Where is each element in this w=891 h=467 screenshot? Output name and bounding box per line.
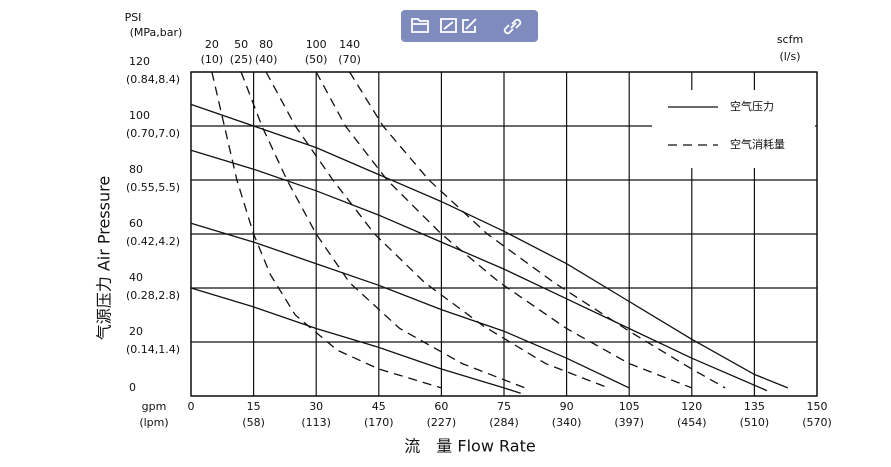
x-tick-label: 45 [372, 400, 386, 413]
x-tick-sublabel: (170) [364, 416, 394, 429]
link-icon[interactable] [503, 18, 522, 35]
top-sublabel: (40) [255, 53, 278, 66]
x-tick-label: 60 [434, 400, 448, 413]
x-tick-sublabel: (58) [242, 416, 265, 429]
top-label: 50 [234, 38, 248, 51]
consumption-curve [315, 71, 693, 389]
x-tick-sublabel: (227) [427, 416, 457, 429]
pressure-curve [190, 149, 768, 392]
x-tick-label: 15 [247, 400, 261, 413]
top-sublabel: (25) [230, 53, 253, 66]
pressure-curve [190, 287, 521, 394]
y-tick-label: 80 [129, 163, 143, 176]
y-tick-sublabel: (0.42,4.2) [126, 235, 180, 248]
x-tick-label: 105 [619, 400, 640, 413]
y-tick-sublabel: (0.84,8.4) [126, 73, 180, 86]
x-tick-label: 0 [188, 400, 195, 413]
chart-icon[interactable] [440, 18, 457, 33]
consumption-curve [349, 71, 726, 389]
x-tick-label: 120 [681, 400, 702, 413]
y-tick-sublabel: (0.28,2.8) [126, 289, 180, 302]
y-tick-label: 20 [129, 325, 143, 338]
top-sublabel: (10) [201, 53, 224, 66]
top-label: 20 [205, 38, 219, 51]
y-tick-label: 0 [129, 381, 136, 394]
x-tick-sublabel: (340) [552, 416, 582, 429]
y-tick-label: 40 [129, 271, 143, 284]
x-tick-sublabel: (113) [301, 416, 331, 429]
legend-label: 空气压力 [730, 99, 774, 113]
x-tick-sublabel: (570) [802, 416, 832, 429]
legend-label: 空气消耗量 [730, 137, 785, 151]
x-tick-label: 75 [497, 400, 511, 413]
pressure-curve [190, 222, 630, 389]
x-tick-label: 90 [560, 400, 574, 413]
top-unit: scfm [777, 33, 803, 46]
plot-frame [190, 71, 818, 397]
toolbar [401, 10, 538, 42]
top-label: 80 [259, 38, 273, 51]
top-sublabel: (70) [338, 53, 361, 66]
x-tick-label: 135 [744, 400, 765, 413]
y-unit: PSI [125, 11, 142, 24]
x-tick-label: 150 [807, 400, 828, 413]
top-unit-sub: (l/s) [779, 50, 800, 63]
top-sublabel: (50) [305, 53, 328, 66]
y-tick-label: 100 [129, 109, 150, 122]
top-label: 100 [306, 38, 327, 51]
toolbar-icons [411, 18, 522, 35]
edit-icon[interactable] [462, 18, 477, 33]
x-tick-sublabel: (397) [614, 416, 644, 429]
consumption-curve [240, 71, 526, 389]
x-tick-label: 30 [309, 400, 323, 413]
x-tick-sublabel: (454) [677, 416, 707, 429]
consumption-curve [211, 71, 442, 389]
pressure-curve [190, 103, 789, 389]
x-unit-sub: (lpm) [139, 416, 168, 429]
y-tick-sublabel: (0.55,5.5) [126, 181, 180, 194]
x-title: 流 量 Flow Rate [404, 437, 535, 456]
x-unit: gpm [142, 400, 167, 413]
folder-icon[interactable] [411, 18, 429, 33]
y-tick-sublabel: (0.70,7.0) [126, 127, 180, 140]
top-label: 140 [339, 38, 360, 51]
y-tick-label: 120 [129, 55, 150, 68]
y-tick-label: 60 [129, 217, 143, 230]
x-tick-sublabel: (284) [489, 416, 519, 429]
x-tick-sublabel: (510) [740, 416, 770, 429]
y-unit-sub: (MPa,bar) [130, 26, 183, 39]
y-title: 气源压力 Air Pressure [95, 176, 114, 340]
y-tick-sublabel: (0.14,1.4) [126, 343, 180, 356]
legend-box [652, 90, 815, 168]
consumption-curve [265, 71, 609, 389]
